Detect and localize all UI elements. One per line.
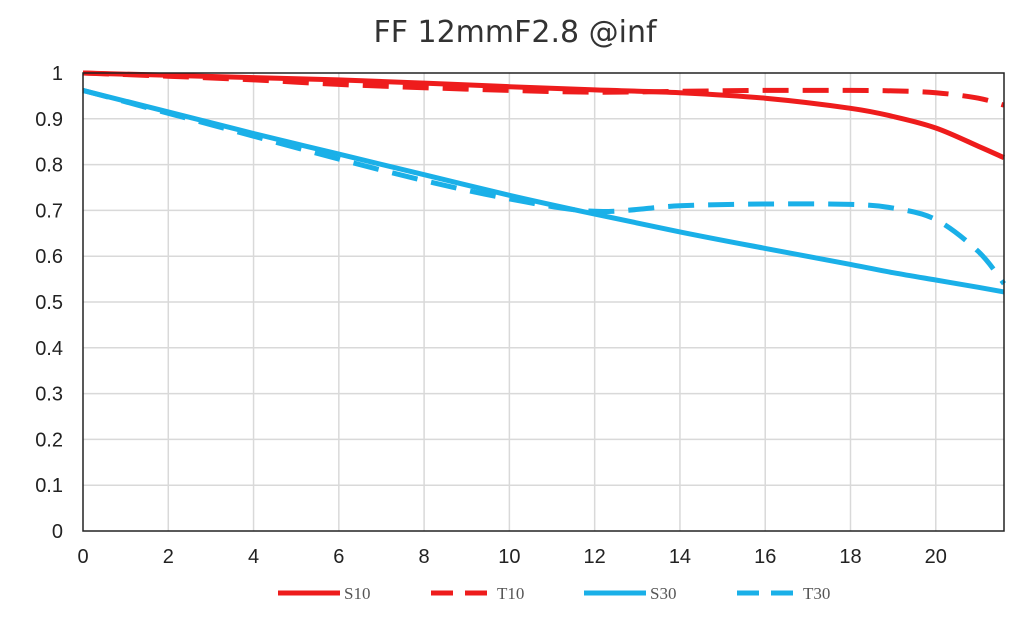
y-tick-label: 1 (52, 63, 63, 85)
y-tick-label: 0.6 (35, 246, 63, 268)
x-tick-label: 16 (754, 546, 776, 568)
series-line-t10 (82, 70, 1005, 108)
y-tick-label: 0 (52, 521, 63, 543)
series-line-t30 (82, 87, 1006, 286)
y-axis-ticks: 0 0.1 0.2 0.3 0.4 0.5 0.6 0.7 0.8 0.9 1 (35, 63, 63, 543)
y-tick-label: 0.7 (35, 200, 63, 222)
chart-title: FF 12mmF2.8 @inf (373, 15, 658, 50)
y-tick-label: 0.2 (35, 429, 63, 451)
x-tick-label: 8 (419, 546, 430, 568)
x-tick-label: 18 (839, 546, 861, 568)
x-tick-label: 4 (248, 546, 259, 568)
grid (83, 73, 1004, 531)
x-tick-label: 10 (498, 546, 520, 568)
x-tick-label: 6 (333, 546, 344, 568)
legend: S10 T10 S30 T30 (278, 584, 830, 603)
legend-label-s30: S30 (650, 584, 676, 603)
y-tick-label: 0.9 (35, 109, 63, 131)
x-tick-label: 0 (77, 546, 88, 568)
plot-frame (82, 72, 1005, 532)
y-tick-label: 0.5 (35, 292, 63, 314)
x-tick-label: 2 (163, 546, 174, 568)
x-tick-label: 14 (669, 546, 691, 568)
series-line-s10 (82, 70, 1006, 160)
legend-label-t10: T10 (497, 584, 524, 603)
x-axis-ticks: 0 2 4 6 8 10 12 14 16 18 20 (77, 546, 946, 568)
y-tick-label: 0.8 (35, 155, 63, 177)
x-tick-label: 20 (925, 546, 947, 568)
legend-label-s10: S10 (344, 584, 370, 603)
series-line-s30 (82, 87, 1005, 295)
y-tick-label: 0.1 (35, 475, 63, 497)
series-layer (82, 70, 1006, 295)
x-tick-label: 12 (584, 546, 606, 568)
y-tick-label: 0.4 (35, 338, 63, 360)
y-tick-label: 0.3 (35, 384, 63, 406)
legend-label-t30: T30 (803, 584, 830, 603)
